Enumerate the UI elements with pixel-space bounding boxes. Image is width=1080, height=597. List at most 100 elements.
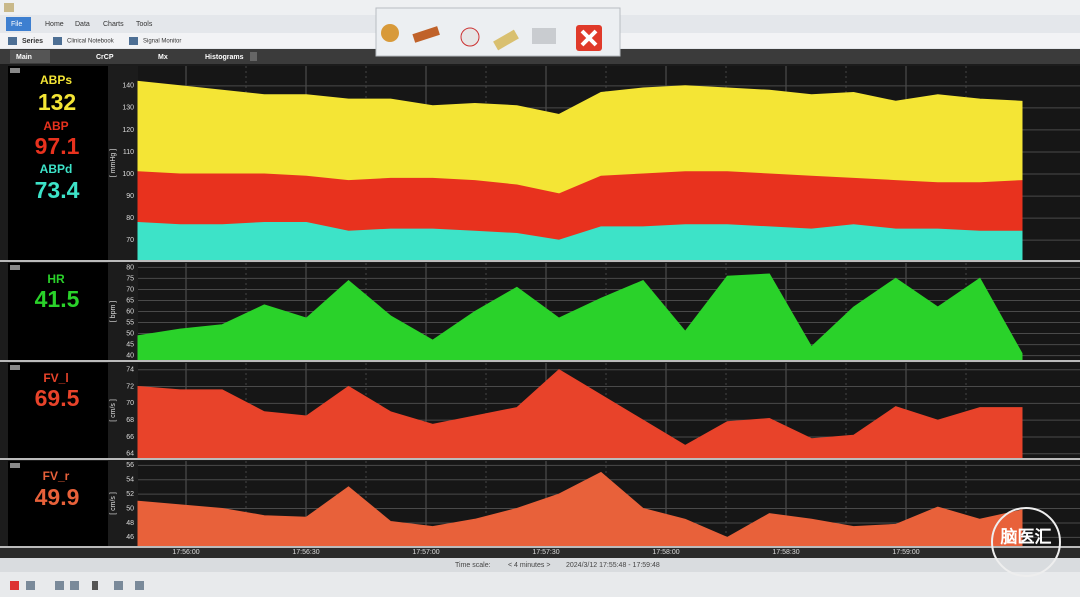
y-tick-label: 90: [126, 193, 134, 200]
icon[interactable]: [114, 581, 123, 590]
y-tick-label: 70: [126, 237, 134, 244]
tab[interactable]: Main: [16, 54, 32, 61]
toolbar-icon: [53, 37, 62, 45]
icon-bed[interactable]: [412, 26, 440, 43]
readout-value: 73.4: [35, 177, 80, 203]
app-icon: [4, 3, 14, 12]
bottom-icons: [10, 581, 144, 590]
panel-icon[interactable]: [10, 365, 20, 370]
y-axis-label: [ mmHg ]: [110, 149, 117, 177]
icon[interactable]: [135, 581, 144, 590]
y-tick-label: 100: [122, 171, 134, 178]
y-tick-label: 48: [126, 520, 134, 527]
y-tick-label: 45: [126, 341, 134, 348]
readout-area: [8, 461, 108, 546]
readout-area: [8, 363, 108, 458]
area-series: [137, 273, 1023, 361]
icon-doctor[interactable]: [460, 27, 480, 47]
icon[interactable]: [92, 581, 98, 590]
panel-icon[interactable]: [10, 68, 20, 73]
close-cross: [580, 29, 598, 47]
file-button[interactable]: [6, 17, 31, 31]
readout-area: [8, 263, 108, 360]
icon-grid[interactable]: [532, 28, 556, 44]
readout-value: 69.5: [35, 385, 80, 411]
y-tick-label: 110: [123, 149, 134, 156]
x-tick-label: 17:58:30: [772, 549, 799, 556]
icon[interactable]: [10, 581, 19, 590]
y-tick-label: 65: [126, 297, 134, 304]
y-tick-label: 56: [126, 462, 134, 469]
menu-item[interactable]: Home: [45, 21, 64, 28]
y-tick-label: 52: [126, 491, 134, 498]
y-tick-label: 120: [122, 127, 134, 134]
y-tick-label: 68: [126, 417, 134, 424]
floating-toolbar: [375, 7, 621, 57]
y-tick-label: 46: [126, 534, 134, 541]
x-tick-label: 17:57:30: [532, 549, 559, 556]
signal-panel: FV_r49.9 [ cm/s ] 46 48 50 52 54 56: [0, 461, 1080, 548]
y-tick-label: 80: [126, 215, 134, 222]
icon[interactable]: [26, 581, 35, 590]
readout-value: 97.1: [35, 133, 80, 159]
time-scale[interactable]: < 4 minutes >: [508, 562, 550, 569]
status-bar: [0, 572, 1080, 597]
time-axis-bar: [0, 548, 1080, 558]
menu-item[interactable]: Tools: [136, 21, 153, 28]
area-series: [137, 221, 1023, 261]
active-tab: [10, 50, 50, 63]
time-range: 2024/3/12 17:55:48 - 17:59:48: [566, 562, 660, 569]
y-tick-label: 75: [126, 275, 134, 282]
x-tick-label: 17:59:00: [892, 549, 919, 556]
footer: [0, 558, 1080, 572]
icon[interactable]: [70, 581, 79, 590]
y-tick-label: 80: [126, 264, 134, 271]
toolbar-item[interactable]: Signal Monitor: [143, 39, 181, 45]
tab[interactable]: CrCP: [96, 54, 114, 61]
readout-value: 41.5: [35, 286, 80, 312]
x-tick-label: 17:58:00: [652, 549, 679, 556]
menu-item[interactable]: File: [11, 21, 22, 28]
y-tick-label: 50: [126, 505, 134, 512]
menu-item[interactable]: Charts: [103, 21, 124, 28]
toolbar-icon: [129, 37, 138, 45]
watermark-badge: [991, 507, 1061, 577]
y-tick-label: 130: [122, 105, 134, 112]
icon-clean[interactable]: [493, 29, 519, 51]
area-series: [137, 471, 1023, 547]
readout-name: ABP: [43, 119, 68, 133]
toolbar-item[interactable]: Series: [22, 38, 43, 45]
y-tick-label: 54: [126, 477, 134, 484]
watermark: 脑医汇: [1001, 526, 1052, 546]
y-axis-label: [ bpm ]: [110, 301, 117, 322]
y-tick-label: 66: [126, 434, 134, 441]
x-tick-label: 17:57:00: [412, 549, 439, 556]
y-tick-label: 140: [122, 83, 134, 90]
readout-name: ABPd: [40, 162, 73, 176]
readout-area: [8, 66, 108, 260]
panel-icon[interactable]: [10, 265, 20, 270]
y-tick-label: 55: [126, 319, 134, 326]
tab[interactable]: Histograms: [205, 54, 244, 61]
area-series: [137, 369, 1023, 459]
y-tick-label: 74: [126, 367, 134, 374]
y-tick-label: 60: [126, 308, 134, 315]
icon-user[interactable]: [381, 24, 399, 42]
toolbar-icon: [8, 37, 17, 45]
y-tick-label: 40: [126, 352, 134, 359]
add-tab[interactable]: [250, 52, 257, 61]
y-axis-label: [ cm/s ]: [110, 492, 117, 515]
menu-item[interactable]: Data: [75, 21, 90, 28]
y-tick-label: 64: [126, 451, 134, 458]
footer-label: Time scale:: [455, 562, 491, 569]
y-tick-label: 50: [126, 330, 134, 337]
toolbar-item[interactable]: Clinical Notebook: [67, 39, 115, 45]
tab[interactable]: Mx: [158, 54, 168, 61]
signal-panel: FV_l69.5 [ cm/s ] 64 66 68 70 72 74: [0, 363, 1080, 460]
icon[interactable]: [55, 581, 64, 590]
y-axis-label: [ cm/s ]: [110, 399, 117, 422]
panel-icon[interactable]: [10, 463, 20, 468]
